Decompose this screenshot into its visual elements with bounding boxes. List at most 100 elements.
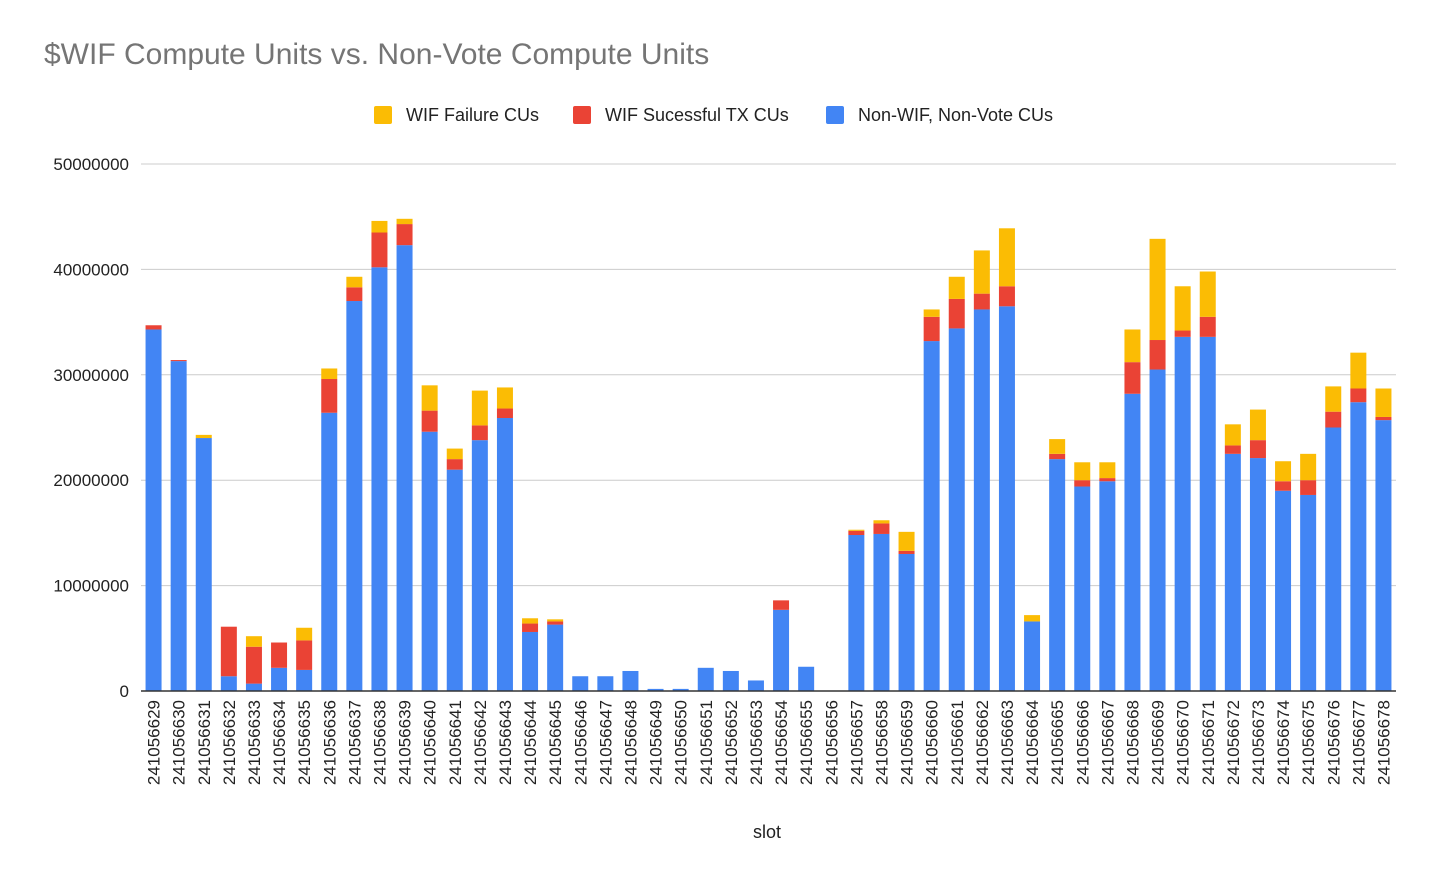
- bar-segment-non-wif[interactable]: [1124, 393, 1141, 691]
- bar-segment-wif-successful[interactable]: [1224, 445, 1241, 454]
- bar-segment-wif-successful[interactable]: [1049, 453, 1066, 460]
- legend-item-non-wif[interactable]: Non-WIF, Non-Vote CUs: [826, 102, 1053, 128]
- bar-segment-wif-successful[interactable]: [1174, 330, 1191, 337]
- bar-segment-wif-successful[interactable]: [773, 600, 790, 610]
- bar-segment-wif-successful[interactable]: [346, 287, 363, 302]
- bar-segment-non-wif[interactable]: [1049, 459, 1066, 691]
- bar-segment-wif-failure[interactable]: [471, 390, 488, 426]
- bar-segment-wif-successful[interactable]: [873, 523, 890, 534]
- bar-segment-wif-failure[interactable]: [1124, 329, 1141, 363]
- bar-segment-wif-failure[interactable]: [1375, 388, 1392, 417]
- bar-segment-non-wif[interactable]: [998, 306, 1015, 691]
- bar-segment-wif-successful[interactable]: [948, 298, 965, 329]
- bar-segment-wif-successful[interactable]: [848, 530, 865, 536]
- bar-segment-non-wif[interactable]: [798, 666, 815, 691]
- bar-segment-wif-failure[interactable]: [1224, 424, 1241, 446]
- bar-segment-non-wif[interactable]: [722, 670, 739, 691]
- bar-segment-wif-failure[interactable]: [1074, 462, 1091, 481]
- bar-segment-wif-successful[interactable]: [1099, 478, 1116, 482]
- legend-item-wif-successful[interactable]: WIF Sucessful TX CUs: [573, 102, 789, 128]
- bar-segment-wif-failure[interactable]: [848, 529, 865, 531]
- bar-segment-wif-successful[interactable]: [1275, 481, 1292, 491]
- bar-segment-non-wif[interactable]: [195, 438, 212, 691]
- bar-segment-non-wif[interactable]: [346, 301, 363, 691]
- bar-segment-non-wif[interactable]: [245, 683, 262, 691]
- bar-segment-non-wif[interactable]: [848, 535, 865, 691]
- bar-segment-non-wif[interactable]: [572, 676, 589, 691]
- bar-segment-wif-successful[interactable]: [245, 646, 262, 684]
- bar-segment-wif-successful[interactable]: [547, 621, 564, 625]
- bar-segment-non-wif[interactable]: [547, 624, 564, 691]
- bar-segment-wif-successful[interactable]: [446, 459, 463, 470]
- bar-segment-non-wif[interactable]: [1149, 369, 1166, 691]
- bar-segment-wif-successful[interactable]: [1300, 480, 1317, 495]
- bar-segment-wif-successful[interactable]: [321, 379, 338, 413]
- bar-segment-wif-successful[interactable]: [898, 550, 915, 554]
- bar-segment-non-wif[interactable]: [1275, 490, 1292, 691]
- bar-segment-wif-failure[interactable]: [1149, 238, 1166, 341]
- bar-segment-wif-failure[interactable]: [421, 385, 438, 411]
- bar-segment-non-wif[interactable]: [1350, 402, 1367, 691]
- bar-segment-wif-successful[interactable]: [421, 410, 438, 432]
- bar-segment-non-wif[interactable]: [496, 418, 513, 691]
- bar-segment-non-wif[interactable]: [271, 667, 288, 691]
- bar-segment-non-wif[interactable]: [973, 309, 990, 691]
- bar-segment-wif-successful[interactable]: [998, 286, 1015, 307]
- bar-segment-non-wif[interactable]: [873, 533, 890, 691]
- bar-segment-wif-failure[interactable]: [1249, 409, 1266, 441]
- bar-segment-wif-failure[interactable]: [898, 531, 915, 551]
- bar-segment-non-wif[interactable]: [522, 631, 539, 691]
- bar-segment-non-wif[interactable]: [371, 267, 388, 691]
- bar-segment-non-wif[interactable]: [747, 680, 764, 691]
- bar-segment-wif-failure[interactable]: [296, 627, 313, 641]
- bar-segment-non-wif[interactable]: [145, 329, 162, 691]
- bar-segment-wif-failure[interactable]: [998, 228, 1015, 287]
- bar-segment-wif-successful[interactable]: [1074, 480, 1091, 487]
- bar-segment-non-wif[interactable]: [1249, 458, 1266, 691]
- bar-segment-wif-successful[interactable]: [1124, 362, 1141, 394]
- bar-segment-non-wif[interactable]: [622, 670, 639, 691]
- bar-segment-wif-successful[interactable]: [471, 425, 488, 441]
- bar-segment-wif-failure[interactable]: [1350, 352, 1367, 389]
- bar-segment-wif-failure[interactable]: [948, 276, 965, 299]
- bar-segment-wif-successful[interactable]: [1375, 416, 1392, 421]
- bar-segment-non-wif[interactable]: [1300, 494, 1317, 691]
- bar-segment-wif-failure[interactable]: [321, 368, 338, 380]
- bar-segment-non-wif[interactable]: [321, 412, 338, 691]
- bar-segment-non-wif[interactable]: [446, 469, 463, 691]
- bar-segment-wif-successful[interactable]: [496, 408, 513, 419]
- bar-segment-wif-failure[interactable]: [1300, 453, 1317, 481]
- bar-segment-wif-failure[interactable]: [547, 619, 564, 622]
- bar-segment-wif-failure[interactable]: [1325, 386, 1342, 412]
- bar-segment-wif-successful[interactable]: [371, 232, 388, 268]
- bar-segment-non-wif[interactable]: [220, 676, 237, 691]
- bar-segment-wif-failure[interactable]: [346, 276, 363, 288]
- bar-segment-wif-successful[interactable]: [923, 316, 940, 342]
- bar-segment-wif-failure[interactable]: [873, 520, 890, 524]
- bar-segment-wif-successful[interactable]: [1249, 440, 1266, 459]
- bar-segment-non-wif[interactable]: [773, 609, 790, 691]
- bar-segment-non-wif[interactable]: [170, 361, 187, 691]
- bar-segment-wif-failure[interactable]: [1174, 286, 1191, 331]
- bar-segment-non-wif[interactable]: [923, 341, 940, 691]
- bar-segment-non-wif[interactable]: [647, 688, 664, 691]
- bar-segment-non-wif[interactable]: [697, 667, 714, 691]
- bar-segment-non-wif[interactable]: [672, 688, 689, 691]
- bar-segment-wif-failure[interactable]: [496, 387, 513, 409]
- bar-segment-non-wif[interactable]: [898, 553, 915, 691]
- bar-segment-non-wif[interactable]: [597, 676, 614, 691]
- bar-segment-non-wif[interactable]: [1375, 420, 1392, 691]
- bar-segment-wif-failure[interactable]: [522, 618, 539, 624]
- bar-segment-wif-successful[interactable]: [396, 224, 413, 246]
- bar-segment-wif-failure[interactable]: [1024, 615, 1041, 622]
- bar-segment-non-wif[interactable]: [1074, 486, 1091, 691]
- bar-segment-non-wif[interactable]: [1024, 621, 1041, 691]
- bar-segment-non-wif[interactable]: [471, 440, 488, 691]
- bar-segment-wif-failure[interactable]: [923, 309, 940, 317]
- bar-segment-non-wif[interactable]: [1224, 453, 1241, 691]
- bar-segment-wif-successful[interactable]: [170, 360, 187, 362]
- bar-segment-non-wif[interactable]: [396, 245, 413, 691]
- bar-segment-wif-failure[interactable]: [1275, 461, 1292, 482]
- bar-segment-non-wif[interactable]: [1199, 336, 1216, 691]
- bar-segment-wif-successful[interactable]: [1149, 340, 1166, 370]
